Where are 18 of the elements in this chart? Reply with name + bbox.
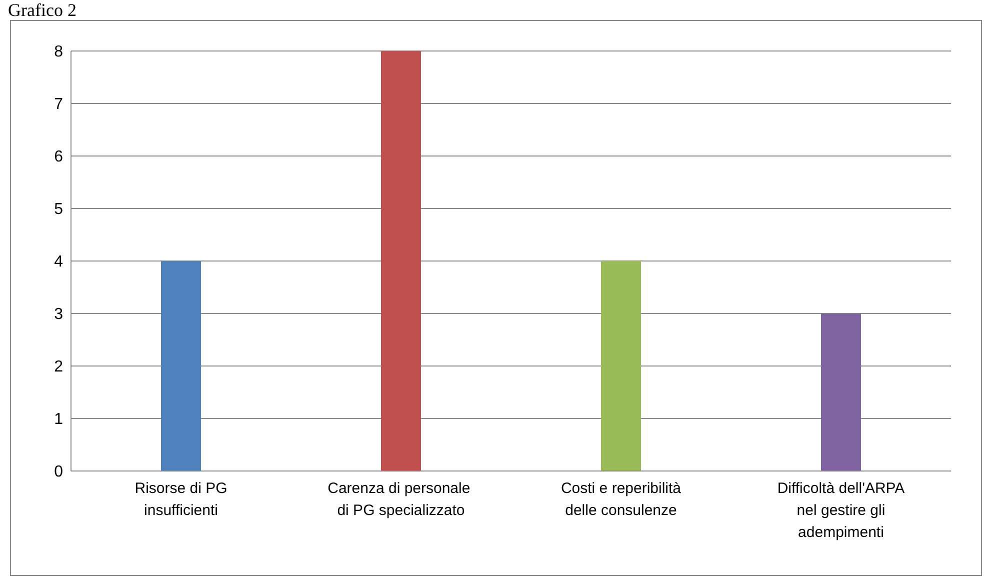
y-tick-label: 0 [54, 464, 64, 481]
x-tick-label: Difficoltà dell'ARPA nel gestire gli adempimenti [777, 480, 905, 541]
bar [601, 261, 641, 471]
chart-title: Grafico 2 [8, 0, 76, 20]
y-tick-label: 3 [54, 306, 64, 324]
y-tick-label: 1 [54, 411, 64, 428]
bar [821, 314, 861, 471]
bar [161, 261, 201, 471]
y-tick-label: 7 [54, 96, 64, 114]
x-tick-label: Costi e reperibilità delle consulenze [560, 480, 682, 519]
y-tick-label: 8 [54, 44, 64, 61]
y-tick-label: 4 [54, 254, 64, 271]
y-tick-label: 6 [54, 148, 64, 166]
y-tick-label: 2 [54, 358, 64, 376]
y-tick-label: 5 [54, 201, 64, 218]
x-tick-label: Carenza di personale di PG specializzato [328, 480, 474, 519]
bar [381, 51, 421, 471]
x-tick-label: Risorse di PG insufficienti [134, 480, 228, 519]
